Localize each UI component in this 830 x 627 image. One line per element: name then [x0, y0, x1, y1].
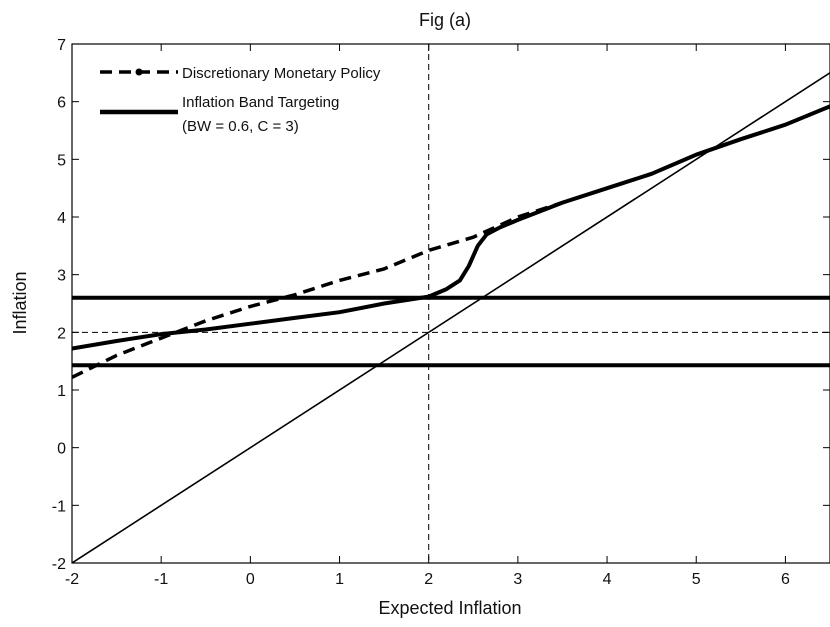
x-tick-label-7: 5: [692, 571, 701, 588]
y-tick-label-6: 4: [57, 210, 66, 227]
x-tick-label-1: -1: [154, 571, 168, 588]
legend-marker: [136, 69, 143, 76]
chart-title: Fig (a): [419, 10, 471, 30]
y-tick-label-9: 7: [57, 37, 66, 54]
y-tick-label-7: 5: [57, 152, 66, 169]
x-tick-label-0: -2: [65, 571, 79, 588]
y-tick-label-3: 1: [57, 383, 66, 400]
x-tick-label-4: 2: [424, 571, 433, 588]
x-tick-label-3: 1: [335, 571, 344, 588]
x-tick-label-5: 3: [513, 571, 522, 588]
legend: Discretionary Monetary Policy Inflation B…: [88, 56, 428, 146]
y-tick-label-8: 6: [57, 95, 66, 112]
x-tick-label-8: 6: [781, 571, 790, 588]
plot-area: -2 -1 0 1 2 3 4 5 6 -2 -1 0 1 2 3 4 5 6 7 Discretionary Mon…: [52, 37, 830, 588]
y-axis-title: Inflation: [10, 271, 30, 334]
y-tick-label-5: 3: [57, 268, 66, 285]
legend-label-band-params: (BW = 0.6, C = 3): [182, 118, 299, 135]
legend-label-band-targeting: Inflation Band Targeting: [182, 94, 339, 111]
y-tick-label-1: -1: [52, 498, 66, 515]
y-tick-label-4: 2: [57, 325, 66, 342]
x-axis-title: Expected Inflation: [378, 598, 521, 618]
y-tick-label-0: -2: [52, 556, 66, 573]
x-tick-label-6: 4: [603, 571, 612, 588]
y-tick-label-2: 0: [57, 441, 66, 458]
legend-label-discretionary: Discretionary Monetary Policy: [182, 65, 381, 82]
x-tick-label-2: 0: [246, 571, 255, 588]
series-line-2: [72, 73, 830, 563]
